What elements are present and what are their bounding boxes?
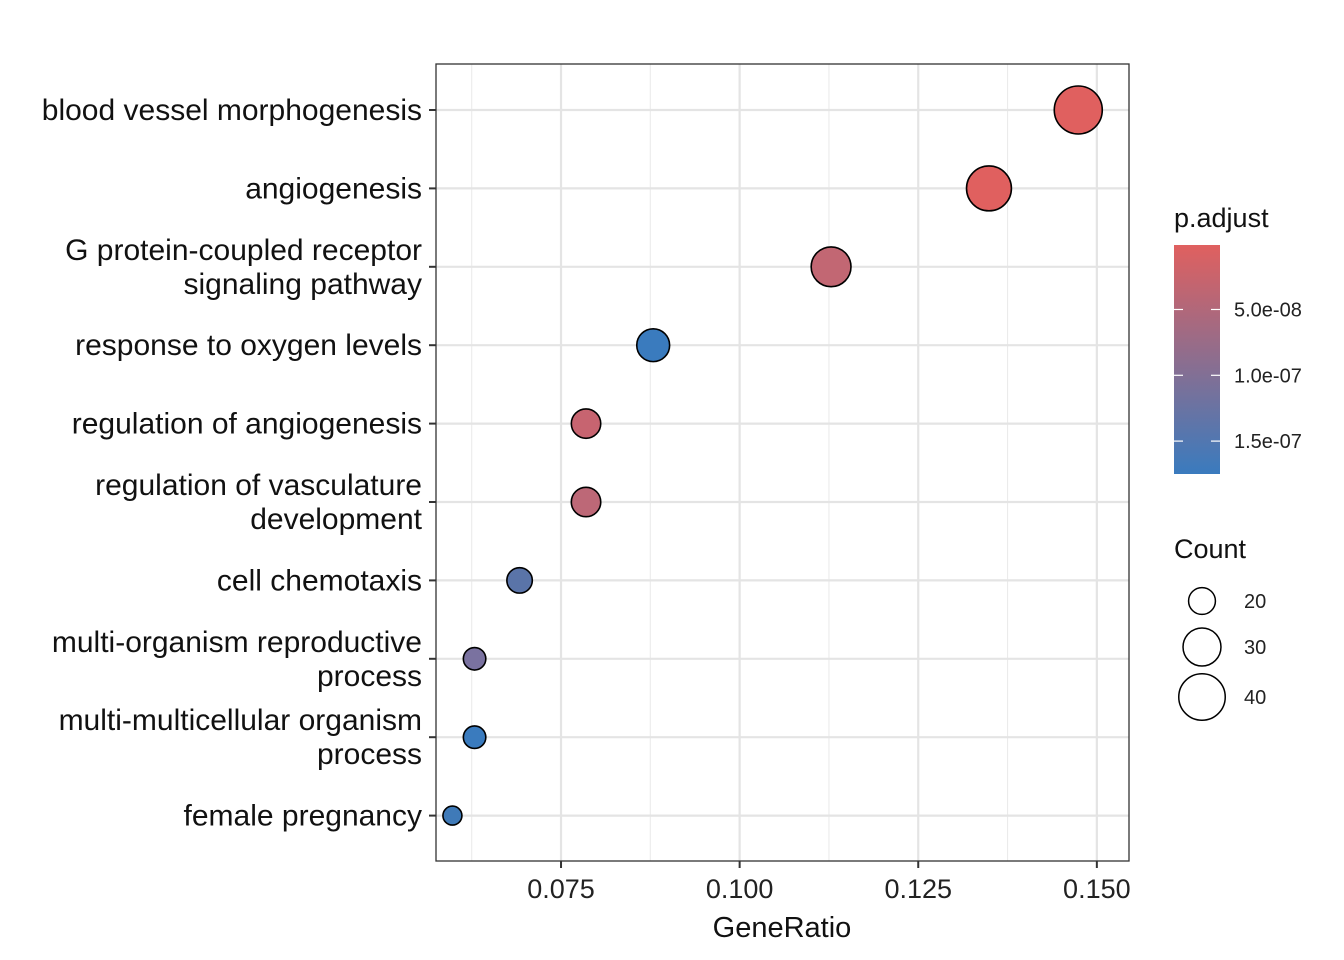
y-tick-label-line: regulation of angiogenesis <box>72 408 422 441</box>
data-point <box>570 408 602 440</box>
y-axis: blood vessel morphogenesis angiogenesis G … <box>42 94 436 833</box>
y-tick-label: regulation of vasculature development <box>95 469 423 536</box>
data-point <box>462 725 487 750</box>
color-legend: p.adjust 5.0e-08 1.0e-07 1.5e-07 <box>1174 203 1302 474</box>
data-point <box>570 486 602 518</box>
y-tick-label-line: angiogenesis <box>245 172 422 205</box>
x-axis-title: GeneRatio <box>713 912 852 944</box>
y-tick-label-line: process <box>317 738 422 771</box>
data-point <box>1053 85 1104 135</box>
y-tick-label: female pregnancy <box>184 800 422 833</box>
data-point <box>635 327 671 363</box>
y-tick-label-line: signaling pathway <box>184 268 423 301</box>
x-tick-label: 0.125 <box>884 874 952 904</box>
size-legend: Count 20 30 40 <box>1174 534 1266 721</box>
data-point <box>442 805 463 826</box>
x-tick-label: 0.075 <box>527 874 595 904</box>
color-legend-label: 1.0e-07 <box>1234 365 1302 387</box>
x-tick-label: 0.100 <box>706 874 774 904</box>
y-tick-label: regulation of angiogenesis <box>72 408 422 441</box>
y-tick-label-line: cell chemotaxis <box>217 564 422 597</box>
size-legend-key <box>1187 586 1217 616</box>
plot-panel-border <box>435 63 1130 862</box>
color-legend-title: p.adjust <box>1174 203 1269 233</box>
y-tick-label: multi-multicellular organism process <box>59 704 422 771</box>
y-tick-label: cell chemotaxis <box>217 564 422 597</box>
color-legend-ticks: 5.0e-08 1.0e-07 1.5e-07 <box>1174 299 1302 453</box>
y-tick-label-line: female pregnancy <box>184 800 422 833</box>
y-tick-label-line: G protein-coupled receptor <box>65 234 422 267</box>
y-tick-label-line: regulation of vasculature <box>95 469 422 502</box>
data-point <box>965 165 1013 212</box>
size-legend-items: 20 30 40 <box>1178 586 1266 721</box>
data-point <box>506 566 534 594</box>
y-tick-label: G protein-coupled receptor signaling path… <box>65 234 422 301</box>
data-point <box>810 246 852 288</box>
size-legend-title: Count <box>1174 534 1247 564</box>
y-tick-label-line: blood vessel morphogenesis <box>42 94 422 127</box>
y-tick-label-line: multi-multicellular organism <box>59 704 422 737</box>
x-axis: 0.075 0.100 0.125 0.150 <box>527 861 1131 904</box>
x-tick-label: 0.150 <box>1063 874 1131 904</box>
y-tick-label-line: response to oxygen levels <box>75 329 422 362</box>
y-tick-label: blood vessel morphogenesis <box>42 94 422 127</box>
size-legend-label: 20 <box>1244 591 1266 613</box>
data-point <box>462 646 487 671</box>
y-tick-label: angiogenesis <box>245 172 422 205</box>
y-tick-label-line: development <box>250 503 422 536</box>
color-legend-label: 1.5e-07 <box>1234 431 1302 453</box>
color-legend-bar <box>1174 245 1220 474</box>
size-legend-key <box>1178 673 1226 721</box>
y-tick-label: response to oxygen levels <box>75 329 422 362</box>
y-tick-label-line: process <box>317 660 422 693</box>
size-legend-label: 30 <box>1244 637 1266 659</box>
y-tick-label: multi-organism reproductive process <box>52 626 422 693</box>
size-legend-key <box>1182 627 1222 667</box>
size-legend-label: 40 <box>1244 687 1266 709</box>
y-tick-label-line: multi-organism reproductive <box>52 626 422 659</box>
color-legend-label: 5.0e-08 <box>1234 299 1302 321</box>
data-points <box>442 85 1104 826</box>
